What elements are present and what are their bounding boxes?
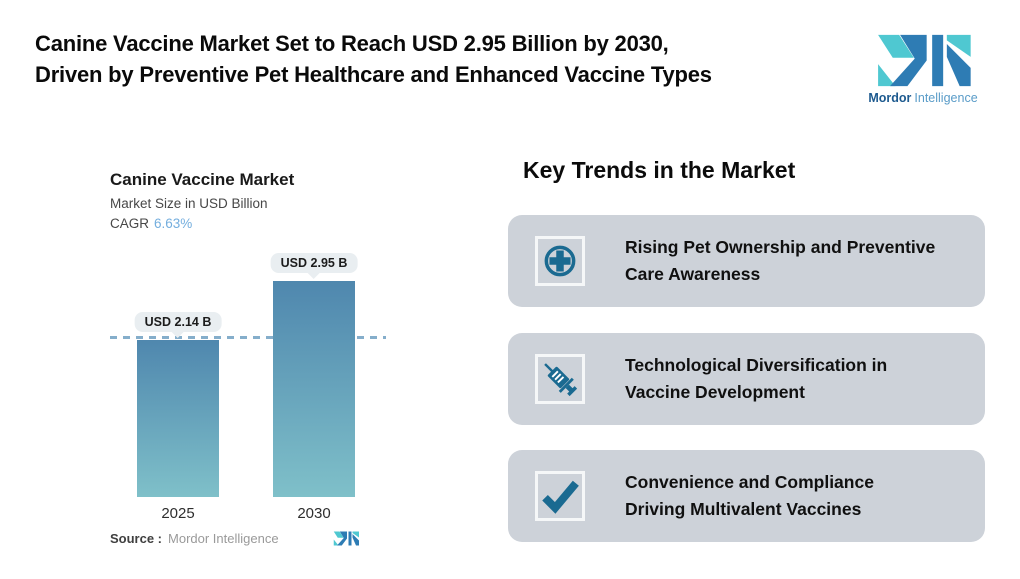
bar-2025-year-label: 2025 [161,505,195,522]
page-title-line1: Canine Vaccine Market Set to Reach USD 2… [35,31,669,56]
brand-name-light: Intelligence [914,91,978,105]
page-title-line2: Driven by Preventive Pet Healthcare and … [35,62,712,87]
trend-icon-box [535,236,585,286]
bar-2030-year-label: 2030 [297,505,331,522]
source-label: Source : [110,531,163,546]
brand-logo-block: Mordor Intelligence [858,33,988,105]
source-row: Source : Mordor Intelligence [110,531,395,551]
bar-chart-plot: USD 2.14 B 2025 USD 2.95 B 2030 [110,250,395,522]
checkmark-icon [542,480,579,514]
trend-text-line1: Rising Pet Ownership and Preventive [625,237,936,257]
bar-2030: USD 2.95 B 2030 [270,253,358,522]
trend-card-multivalent: Convenience and Compliance Driving Multi… [508,450,985,542]
trend-text: Rising Pet Ownership and Preventive Care… [625,234,935,288]
cagr-value: 6.63% [154,216,193,231]
mordor-intelligence-logo-small-icon [333,531,359,546]
chart-title: Canine Vaccine Market [110,170,295,189]
page-title: Canine Vaccine Market Set to Reach USD 2… [35,28,835,90]
chart-subtitle: Market Size in USD Billion [110,196,268,211]
trend-text-line2: Driving Multivalent Vaccines [625,499,862,519]
bar-2030-fill [273,281,355,497]
cagr-label: CAGR [110,216,150,231]
trend-text-line1: Technological Diversification in [625,355,888,375]
reference-line [110,336,386,339]
market-chart-panel: Canine Vaccine Market Market Size in USD… [110,170,410,560]
key-trends-heading: Key Trends in the Market [523,157,796,183]
mordor-intelligence-logo-icon [878,34,971,87]
source-value: Mordor Intelligence [168,531,279,546]
bar-2030-value-label: USD 2.95 B [270,253,358,279]
trend-text-line2: Vaccine Development [625,382,805,402]
trend-text: Technological Diversification in Vaccine… [625,352,887,406]
bar-2025: USD 2.14 B 2025 [134,312,222,522]
trend-text: Convenience and Compliance Driving Multi… [625,469,874,523]
medical-cross-circle-icon [544,245,576,277]
brand-name-bold: Mordor [868,91,912,105]
bar-2025-value-label: USD 2.14 B [134,312,222,338]
trend-card-technology: Technological Diversification in Vaccine… [508,333,985,425]
syringe-icon [544,363,578,397]
bar-2025-fill [137,340,219,497]
trend-text-line2: Care Awareness [625,264,761,284]
trend-card-pet-ownership: Rising Pet Ownership and Preventive Care… [508,215,985,307]
trend-text-line1: Convenience and Compliance [625,472,874,492]
trend-icon-box [535,471,585,521]
chart-cagr: CAGR 6.63% [110,216,410,231]
trend-icon-box [535,354,585,404]
brand-name: Mordor Intelligence [858,91,988,105]
